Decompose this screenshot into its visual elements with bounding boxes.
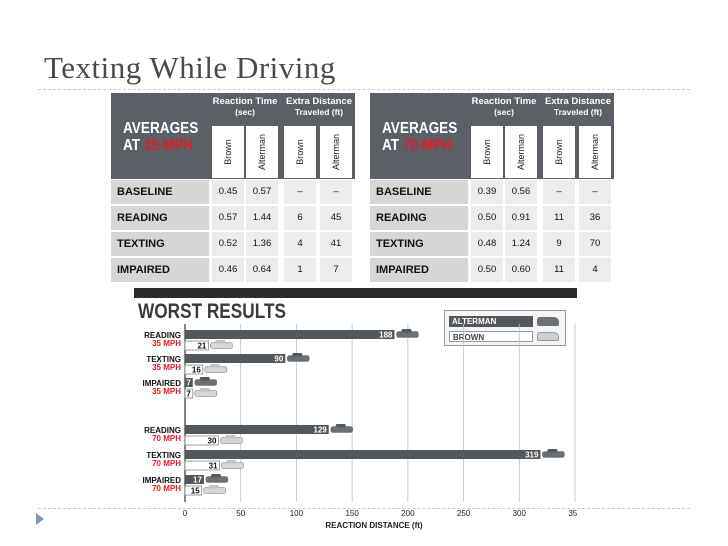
legend-item-alterman: ALTERMAN — [449, 316, 561, 328]
subcol-header: Alterman — [246, 126, 278, 178]
table-title: AVERAGES AT 70 MPH — [382, 120, 458, 154]
table-row: BASELINE 0.45 0.57 – – — [111, 180, 355, 204]
bar-alterman — [185, 330, 395, 339]
bar-value-label: 319 — [525, 451, 539, 460]
car-roof-icon — [226, 460, 237, 464]
x-tick-label: 50 — [236, 509, 245, 518]
footer-divider — [38, 508, 690, 509]
bar-brown — [184, 340, 209, 351]
subcol-header: Alterman — [505, 126, 537, 178]
title-divider — [38, 89, 690, 90]
bar-alterman — [185, 378, 193, 387]
chart-top-bar — [134, 288, 577, 298]
category-sublabel: 70 MPH — [152, 484, 181, 493]
x-tick-label: 300 — [513, 509, 527, 518]
subcol-header: Brown — [212, 126, 244, 178]
car-roof-icon — [210, 474, 221, 478]
reaction-time-header: Reaction Time (sec) — [471, 96, 537, 117]
table-row: READING 0.50 0.91 11 36 — [370, 206, 614, 230]
bar-value-label: 129 — [313, 426, 327, 435]
speed-label: 70 MPH — [402, 137, 453, 154]
bar-value-label: 30 — [208, 437, 217, 446]
bar-alterman — [185, 425, 329, 434]
bar-value-label: 16 — [192, 366, 201, 375]
x-tick-label: 100 — [290, 509, 304, 518]
car-roof-icon — [335, 424, 346, 428]
bar-value-label: 15 — [191, 487, 200, 496]
averages-table-35mph: AVERAGES AT 35 MPH Reaction Time (sec) E… — [111, 93, 355, 283]
x-axis-title: REACTION DISTANCE (ft) — [325, 521, 423, 530]
bullet-triangle-icon — [36, 513, 44, 525]
car-roof-icon — [292, 353, 303, 357]
x-tick-label: 350 — [568, 509, 577, 518]
bar-brown — [184, 364, 204, 375]
car-icon — [537, 332, 559, 341]
table-header: AVERAGES AT 70 MPH Reaction Time (sec) E… — [370, 93, 614, 179]
bar-value-label: 31 — [209, 462, 218, 471]
table-row: TEXTING 0.48 1.24 9 70 — [370, 232, 614, 256]
bar-value-label: 90 — [274, 355, 283, 364]
subcol-header: Brown — [284, 126, 316, 178]
table-row: TEXTING 0.52 1.36 4 41 — [111, 232, 355, 256]
bar-brown — [184, 435, 219, 446]
car-roof-icon — [401, 329, 412, 333]
subcol-header: Alterman — [320, 126, 352, 178]
reaction-time-header: Reaction Time (sec) — [212, 96, 278, 117]
averages-table-70mph: AVERAGES AT 70 MPH Reaction Time (sec) E… — [370, 93, 614, 283]
bar-brown — [184, 485, 203, 496]
bar-value-label: 188 — [379, 331, 393, 340]
car-roof-icon — [208, 485, 219, 489]
bar-value-label: 7 — [186, 390, 191, 399]
worst-results-chart: WORST RESULTS ALTERMAN BROWN 0 50 100 150 20… — [134, 288, 577, 534]
category-sublabel: 35 MPH — [152, 339, 181, 348]
speed-label: 35 MPH — [143, 137, 194, 154]
category-label: TEXTING — [146, 355, 181, 364]
x-tick-label: 0 — [183, 509, 188, 518]
category-label: TEXTING — [146, 451, 181, 460]
car-roof-icon — [199, 377, 210, 381]
car-roof-icon — [215, 340, 226, 344]
table-row: READING 0.57 1.44 6 45 — [111, 206, 355, 230]
x-tick-label: 150 — [345, 509, 359, 518]
subcol-header: Alterman — [579, 126, 611, 178]
category-sublabel: 35 MPH — [152, 363, 181, 372]
x-tick-label: 250 — [457, 509, 471, 518]
bar-value-label: 17 — [193, 476, 202, 485]
bar-value-label: 7 — [186, 379, 191, 388]
car-icon — [537, 317, 559, 326]
table-title: AVERAGES AT 35 MPH — [123, 120, 199, 154]
bar-brown — [184, 388, 194, 399]
legend-item-brown: BROWN — [449, 331, 561, 343]
x-tick-label: 200 — [401, 509, 415, 518]
car-roof-icon — [225, 435, 236, 439]
category-label: IMPAIRED — [142, 379, 181, 388]
car-roof-icon — [209, 364, 220, 368]
chart-legend: ALTERMAN BROWN — [444, 310, 566, 346]
table-row: IMPAIRED 0.46 0.64 1 7 — [111, 258, 355, 282]
bar-alterman — [185, 354, 286, 363]
chart-title: WORST RESULTS — [138, 300, 286, 323]
category-label: IMPAIRED — [142, 476, 181, 485]
subcol-header: Brown — [471, 126, 503, 178]
category-label: READING — [144, 426, 181, 435]
table-row: IMPAIRED 0.50 0.60 11 4 — [370, 258, 614, 282]
category-sublabel: 70 MPH — [152, 434, 181, 443]
extra-distance-header: Extra Distance Traveled (ft) — [544, 96, 611, 117]
category-sublabel: 70 MPH — [152, 459, 181, 468]
car-roof-icon — [547, 449, 558, 453]
bar-alterman — [185, 475, 204, 484]
category-sublabel: 35 MPH — [152, 387, 181, 396]
bar-brown — [184, 460, 220, 471]
bar-value-label: 21 — [197, 342, 206, 351]
car-roof-icon — [199, 388, 210, 392]
subcol-header: Brown — [543, 126, 575, 178]
extra-distance-header: Extra Distance Traveled (ft) — [285, 96, 352, 117]
chart-plot: 0 50 100 150 200 250 300 350 REACTION DISTANCE (… — [142, 324, 577, 530]
slide-title: Texting While Driving — [44, 50, 336, 85]
category-label: READING — [144, 331, 181, 340]
table-row: BASELINE 0.39 0.56 – – — [370, 180, 614, 204]
bar-alterman — [185, 450, 541, 459]
table-header: AVERAGES AT 35 MPH Reaction Time (sec) E… — [111, 93, 355, 179]
